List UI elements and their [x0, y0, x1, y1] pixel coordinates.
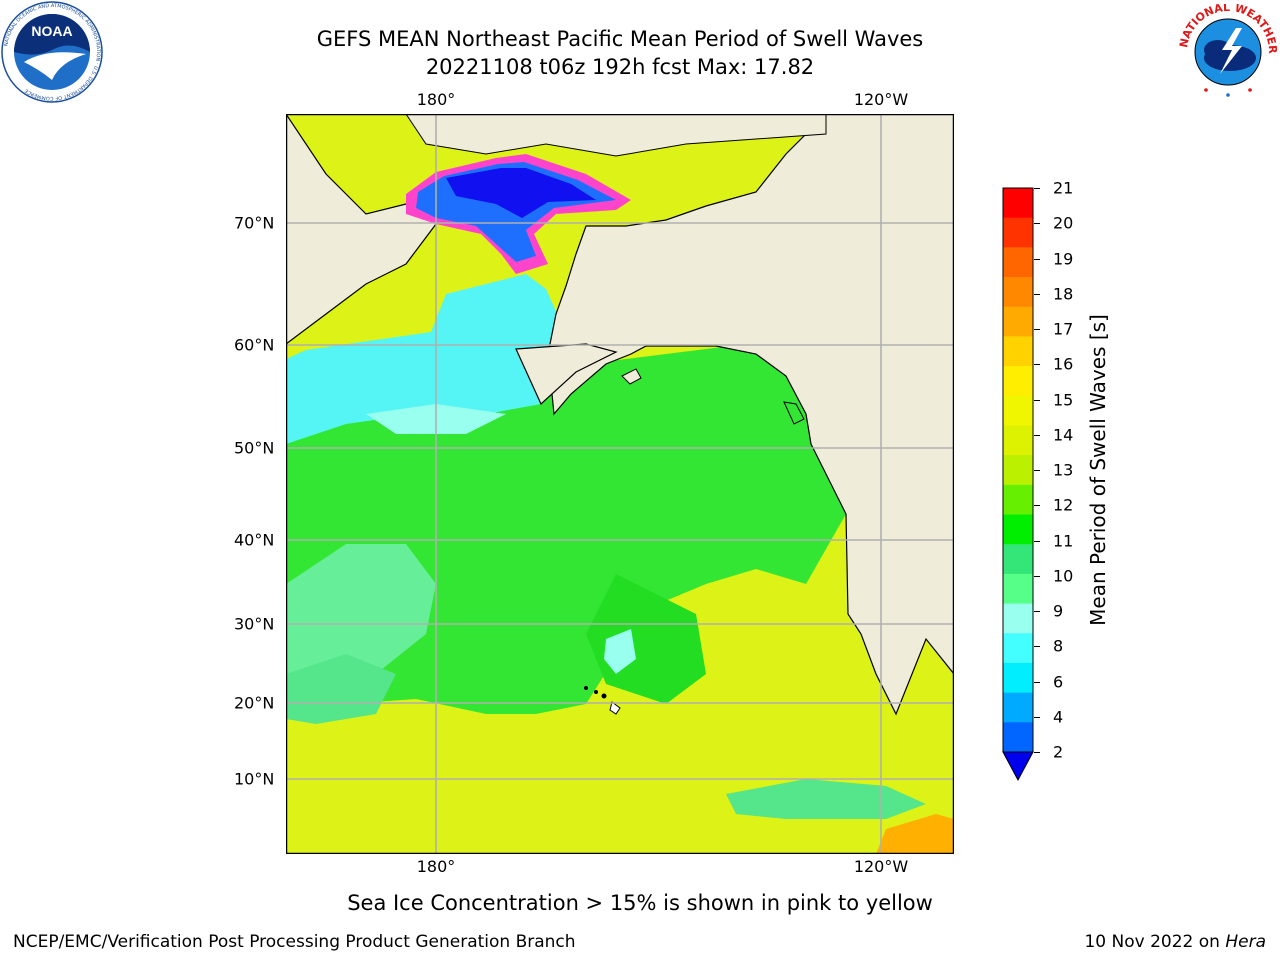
colorbar-segment: [1003, 662, 1033, 694]
footer-credit: NCEP/EMC/Verification Post Processing Pr…: [13, 932, 576, 952]
colorbar-tick-mark: [1034, 575, 1040, 577]
colorbar-segment: [1003, 692, 1033, 723]
footer-date: 10 Nov 2022 on Hera: [1084, 932, 1266, 952]
land-hawaii: [584, 686, 621, 715]
colorbar-tick-mark: [1034, 611, 1040, 612]
lat-label-20n: 20°N: [234, 693, 275, 713]
colorbar-tick-label: 4: [1053, 707, 1064, 727]
colorbar-tick-label: 20: [1053, 213, 1074, 233]
colorbar-tick-mark: [1034, 434, 1040, 436]
colorbar: [1000, 186, 1040, 786]
swell-cyan-bering: [286, 274, 566, 444]
colorbar-segment: [1003, 425, 1033, 456]
colorbar-segment: [1003, 514, 1033, 545]
colorbar-tick-label: 12: [1053, 495, 1074, 515]
colorbar-tick-mark: [1034, 505, 1040, 507]
colorbar-border: [1002, 187, 1034, 753]
map-panel: [286, 114, 954, 854]
swell-lightgreen-west: [286, 544, 436, 694]
colorbar-tick-label: 14: [1053, 425, 1074, 445]
colorbar-tick-label: 13: [1053, 460, 1074, 480]
colorbar-segment: [1003, 722, 1033, 753]
footer-date-text: 10 Nov 2022 on: [1084, 932, 1220, 952]
colorbar-tick-label: 21: [1053, 178, 1074, 198]
colorbar-svg: [1002, 187, 1034, 782]
colorbar-tick-mark: [1034, 399, 1040, 401]
swell-orange-patch: [876, 814, 954, 854]
colorbar-tick-label: 19: [1053, 249, 1074, 268]
graticule: [286, 114, 954, 854]
colorbar-tick-mark: [1034, 364, 1040, 366]
colorbar-tick-label: 15: [1053, 390, 1074, 409]
colorbar-segment: [1003, 188, 1033, 219]
lon-label-bottom-120w: 120°W: [853, 857, 909, 876]
lon-label-top-180: 180°: [416, 90, 456, 109]
lat-label-30n: 30°N: [234, 614, 275, 634]
colorbar-tick-label: 17: [1053, 319, 1074, 339]
colorbar-tick-label: 2: [1053, 742, 1064, 762]
colorbar-tick-label: 11: [1053, 531, 1074, 550]
colorbar-segment: [1003, 395, 1033, 426]
swell-aqua-hawaii: [604, 629, 636, 674]
colorbar-segment: [1003, 544, 1033, 575]
colorbar-tick-mark: [1034, 258, 1040, 260]
sea-ice-note: Sea Ice Concentration > 15% is shown in …: [347, 891, 933, 915]
colorbar-segment: [1003, 603, 1033, 634]
noaa-logo-text: NOAA: [31, 23, 72, 39]
land-north-america: [547, 114, 954, 716]
lat-label-50n: 50°N: [234, 438, 275, 458]
lon-label-top-120w: 120°W: [853, 90, 909, 109]
colorbar-tick-mark: [1034, 646, 1040, 648]
lat-label-10n: 10°N: [234, 769, 275, 789]
colorbar-tick-mark: [1034, 329, 1040, 330]
noaa-logo: NOAA NATIONAL OCEANIC AND ATMOSPHERIC AD…: [0, 0, 104, 104]
colorbar-segment: [1003, 484, 1033, 516]
colorbar-tick-label: 10: [1053, 566, 1074, 586]
lat-label-60n: 60°N: [234, 335, 275, 355]
map-svg: [286, 114, 954, 854]
land-kodiak-island: [621, 368, 642, 385]
map-border: [286, 114, 954, 854]
colorbar-tick-mark: [1034, 188, 1040, 189]
map-title: GEFS MEAN Northeast Pacific Mean Period …: [316, 27, 924, 51]
colorbar-tick-mark: [1034, 293, 1040, 295]
colorbar-tick-label: 6: [1053, 672, 1064, 691]
land-vancouver-region: [783, 401, 805, 425]
sea-ice-dark-blue: [446, 168, 596, 218]
colorbar-tick-label: 9: [1053, 601, 1064, 621]
colorbar-tick-mark: [1034, 470, 1040, 471]
colorbar-segment: [1003, 336, 1033, 367]
colorbar-tick-mark: [1034, 752, 1040, 753]
colorbar-segment: [1003, 455, 1033, 486]
lat-label-40n: 40°N: [234, 530, 275, 550]
colorbar-segment: [1003, 277, 1033, 308]
colorbar-tick-mark: [1034, 223, 1040, 225]
swell-lightgreen-south: [726, 779, 926, 819]
colorbar-tick-label: 8: [1053, 636, 1064, 656]
colorbar-segment: [1003, 366, 1033, 397]
swell-lightgreen-sw: [286, 654, 396, 724]
nws-logo: NATIONAL WEATHER SERVICE: [1174, 0, 1279, 100]
colorbar-tick-label: 16: [1053, 354, 1074, 374]
lon-label-bottom-180: 180°: [416, 857, 456, 876]
map-subtitle: 20221108 t06z 192h fcst Max: 17.82: [425, 55, 815, 79]
colorbar-segment: [1003, 633, 1033, 664]
colorbar-label: Mean Period of Swell Waves [s]: [1086, 314, 1110, 626]
colorbar-tick-mark: [1034, 681, 1040, 683]
colorbar-segment: [1003, 573, 1033, 605]
colorbar-segment: [1003, 247, 1033, 278]
lat-label-70n: 70°N: [234, 213, 275, 233]
land-arctic-coast: [405, 114, 827, 157]
footer-host: Hera: [1225, 932, 1266, 952]
colorbar-segment: [1003, 217, 1033, 248]
colorbar-extend-triangle: [1002, 751, 1034, 782]
colorbar-tick-mark: [1034, 540, 1040, 542]
colorbar-tick-mark: [1034, 716, 1040, 718]
colorbar-tick-label: 18: [1053, 284, 1074, 304]
colorbar-segment: [1003, 306, 1033, 337]
